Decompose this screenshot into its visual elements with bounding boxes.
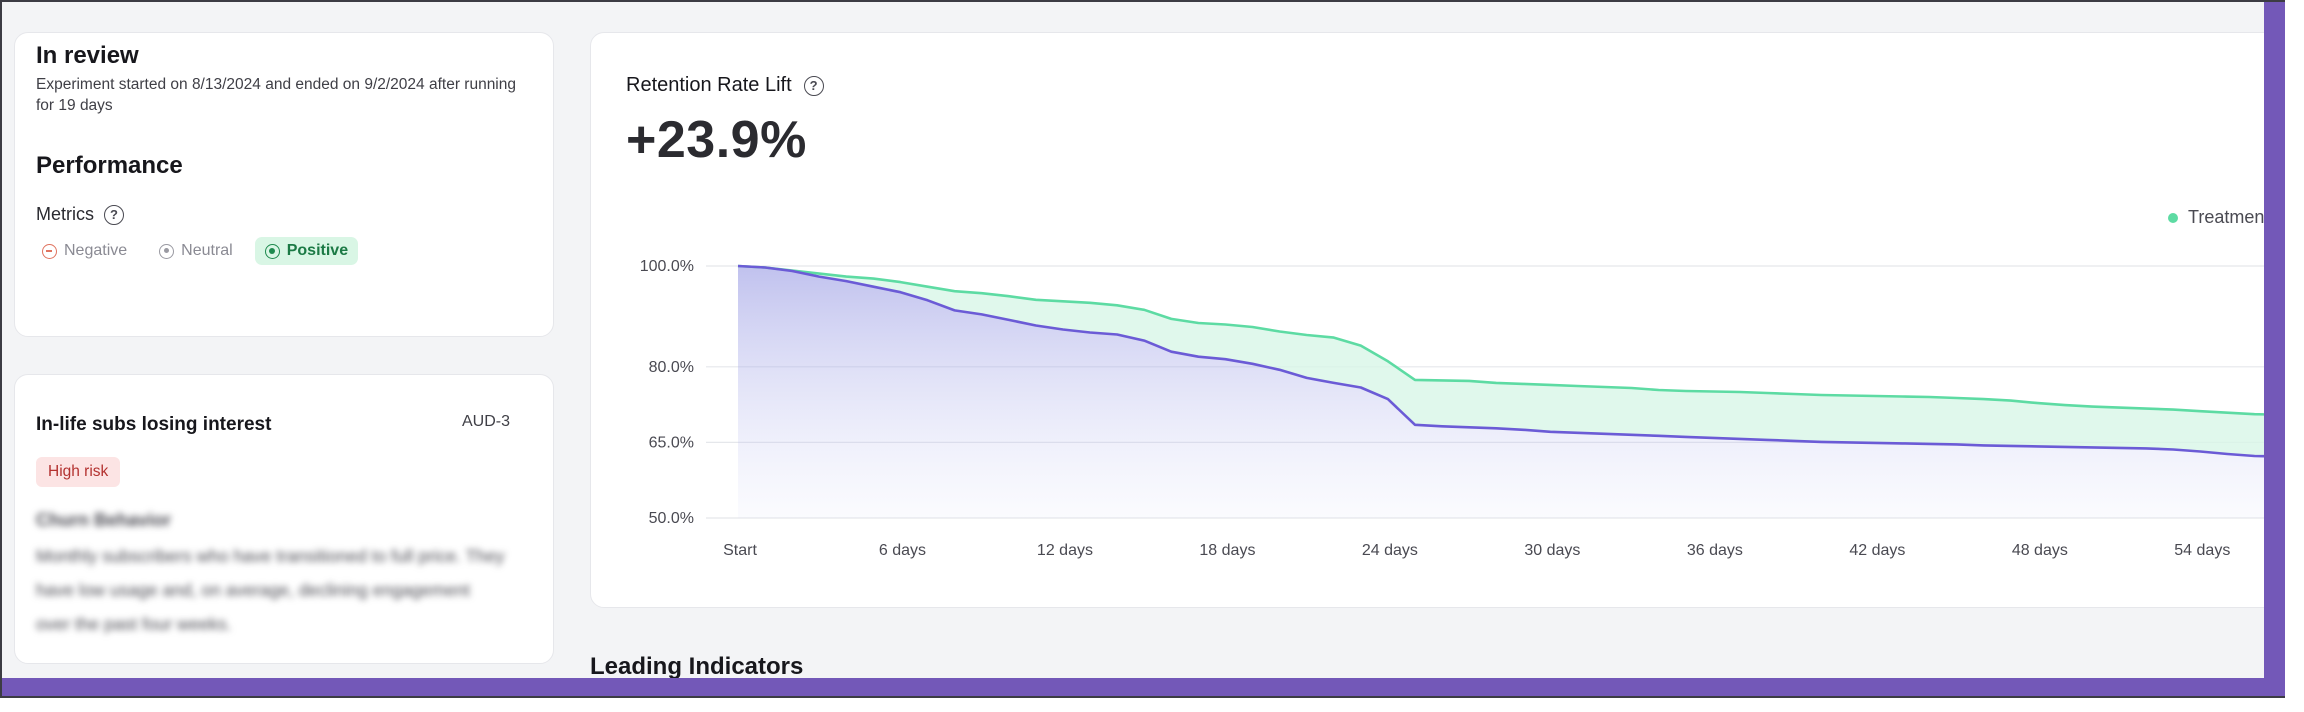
lift-band: [738, 266, 2264, 457]
filter-neutral-label: Neutral: [181, 242, 233, 259]
filter-negative-label: Negative: [64, 242, 128, 259]
legend-dot-treatment: [2168, 212, 2178, 223]
y-tick-label: 100.0%: [640, 258, 694, 275]
chart-title: Retention Rate Lift ?: [626, 74, 824, 97]
segment-heading: Churn Behavior: [36, 510, 172, 530]
frame-line-top: [0, 0, 2285, 2]
x-tick-label: 6 days: [879, 542, 926, 559]
filter-positive[interactable]: Positive: [254, 237, 359, 265]
metrics-label: Metrics ?: [36, 204, 124, 225]
filter-positive-label: Positive: [286, 242, 349, 259]
x-tick-label: 48 days: [2012, 542, 2068, 559]
question-circle-icon[interactable]: ?: [803, 75, 824, 96]
x-tick-label: Start: [723, 542, 757, 559]
status-card: [14, 32, 554, 337]
status-title: In review: [36, 42, 139, 69]
minus-circle-icon: [42, 243, 57, 259]
x-tick-label: 24 days: [1362, 542, 1418, 559]
x-tick-label: 30 days: [1524, 542, 1580, 559]
retention-chart: 100.0% 80.0% 65.0% 50.0% Start 6 days 12 days 1…: [640, 258, 2264, 559]
radio-circle-icon: [264, 243, 280, 259]
y-tick-label: 80.0%: [649, 359, 694, 376]
filter-neutral[interactable]: Neutral: [149, 237, 243, 265]
control-line: [737, 264, 2264, 458]
control-area: [738, 266, 2264, 518]
y-tick-label: 50.0%: [649, 510, 694, 527]
performance-title: Performance: [36, 152, 183, 179]
frame-line-left: [0, 0, 2, 698]
frame-edge-bottom: [0, 698, 2304, 712]
frame-edge-right: [2285, 0, 2304, 712]
retention-lift-value: +23.9%: [626, 111, 807, 169]
segment-code: AUD-3: [462, 413, 511, 430]
x-tick-label: 54 days: [2174, 542, 2230, 559]
segment-title: In-life subs losing interest: [36, 414, 272, 435]
leading-indicators-heading: Leading Indicators: [590, 653, 804, 678]
segment-card[interactable]: [14, 374, 554, 664]
frame-line-bottom: [0, 696, 2285, 698]
experiment-results-view: In review Experiment started on 8/13/202…: [2, 2, 2264, 678]
question-circle-icon[interactable]: ?: [104, 204, 124, 225]
status-description: Experiment started on 8/13/2024 and ende…: [36, 76, 516, 114]
chart-title-text: Retention Rate Lift: [626, 74, 792, 96]
dot-circle-icon: [159, 243, 175, 259]
metric-filter-group: Negative Neutral Positive: [32, 237, 359, 265]
x-tick-label: 42 days: [1849, 542, 1905, 559]
metrics-label-text: Metrics: [36, 204, 94, 224]
y-tick-label: 65.0%: [649, 434, 694, 451]
chart-legend[interactable]: Treatment: [2168, 207, 2264, 228]
segment-details-blurred: Churn Behavior Monthly subscribers who h…: [36, 510, 506, 641]
risk-badge: High risk: [36, 457, 121, 487]
legend-label-treatment: Treatment: [2188, 207, 2264, 227]
x-tick-label: 36 days: [1687, 542, 1743, 559]
filter-negative[interactable]: Negative: [32, 237, 137, 265]
x-tick-label: 18 days: [1199, 542, 1255, 559]
x-tick-label: 12 days: [1037, 542, 1093, 559]
segment-description: Monthly subscribers who have transitione…: [36, 546, 505, 634]
treatment-line: [737, 264, 2264, 416]
